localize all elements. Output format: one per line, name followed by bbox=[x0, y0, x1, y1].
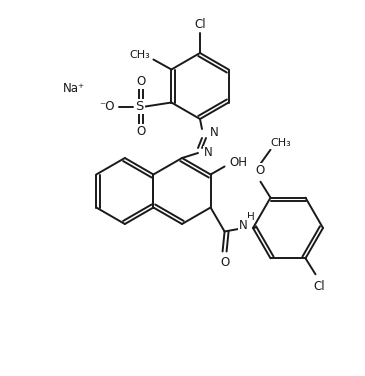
Text: CH₃: CH₃ bbox=[270, 138, 291, 148]
Text: O: O bbox=[137, 125, 146, 138]
Text: O: O bbox=[137, 75, 146, 88]
Text: ⁻O: ⁻O bbox=[100, 100, 115, 113]
Text: O: O bbox=[256, 164, 265, 177]
Text: S: S bbox=[135, 100, 143, 113]
Text: N: N bbox=[210, 126, 218, 139]
Text: Cl: Cl bbox=[194, 18, 206, 32]
Text: O: O bbox=[220, 256, 229, 269]
Text: OH: OH bbox=[230, 156, 247, 169]
Text: N: N bbox=[239, 219, 248, 232]
Text: Cl: Cl bbox=[314, 280, 325, 293]
Text: Na⁺: Na⁺ bbox=[64, 82, 85, 95]
Text: CH₃: CH₃ bbox=[129, 50, 150, 61]
Text: N: N bbox=[204, 147, 212, 159]
Text: H: H bbox=[247, 212, 254, 223]
